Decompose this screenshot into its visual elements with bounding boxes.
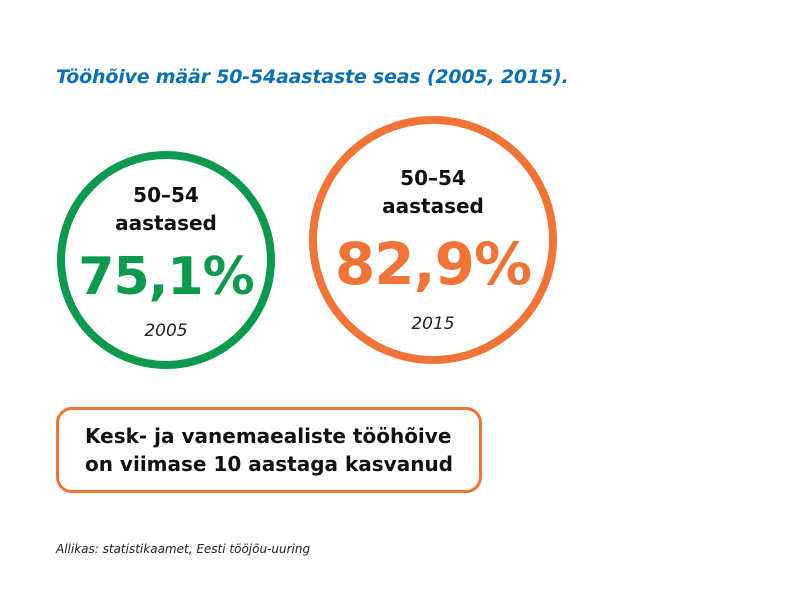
- stat-circle-2015: 50–54 aastased 82,9% 2015: [309, 116, 557, 364]
- stat-label: 50–54 aastased: [317, 164, 549, 220]
- stat-label-group: aastased: [115, 211, 217, 235]
- stat-circle-2005: 50–54 aastased 75,1% 2005: [57, 151, 275, 369]
- page-title: Tööhõive määr 50-54aastaste seas (2005, …: [56, 66, 569, 88]
- conclusion-text: Kesk- ja vanemaealiste tööhõive on viima…: [85, 422, 453, 478]
- stat-value: 75,1%: [78, 247, 254, 307]
- conclusion-box: Kesk- ja vanemaealiste tööhõive on viima…: [56, 407, 482, 493]
- stat-label-age: 50–54: [133, 183, 199, 207]
- stat-label-age: 50–54: [400, 166, 466, 190]
- stat-year: 2015: [411, 314, 455, 334]
- stat-label: 50–54 aastased: [65, 181, 267, 237]
- conclusion-line-1: Kesk- ja vanemaealiste tööhõive: [84, 424, 452, 448]
- conclusion-line-2: on viimase 10 aastaga kasvanud: [84, 452, 453, 476]
- stat-label-group: aastased: [382, 194, 484, 218]
- stat-year: 2005: [144, 321, 188, 341]
- stat-value: 82,9%: [334, 230, 532, 298]
- source-note: Allikas: statistikaamet, Eesti tööjõu-uu…: [56, 542, 311, 556]
